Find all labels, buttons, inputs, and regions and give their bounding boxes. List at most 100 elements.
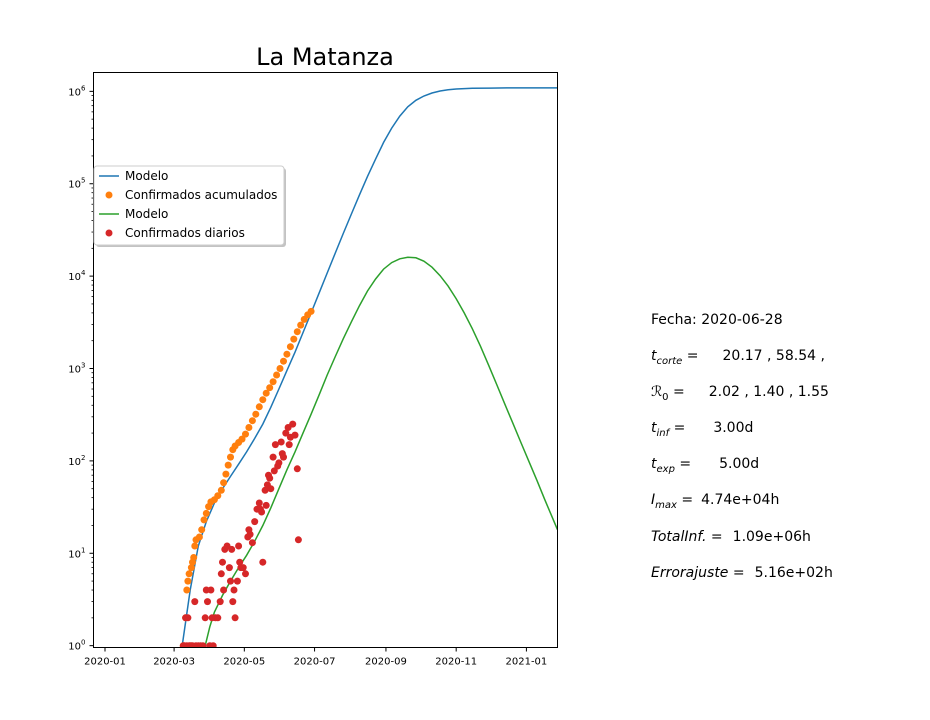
x-axis: 2020-01 2020-03 2020-05 2020-07 2020-09 2020-… (84, 647, 548, 668)
series-3-point (258, 508, 266, 516)
y-tick-label: 104 (68, 269, 86, 283)
series-3-point (266, 474, 274, 482)
series-1-point (252, 410, 260, 418)
series-3-point (220, 586, 228, 594)
legend-label: Modelo (125, 207, 168, 221)
series-3-point (233, 577, 241, 585)
info-t-inf-values: 3.00d (713, 420, 754, 436)
y-tick-label: 102 (68, 454, 85, 468)
series-1-point (255, 403, 263, 411)
series-1-point (290, 335, 298, 343)
legend-dot-marker (105, 229, 113, 237)
info-total-inf: TotalInf. = 1.09e+06h (651, 527, 811, 547)
y-tick-label: 103 (68, 362, 85, 376)
series-1-point (227, 453, 234, 461)
x-tick-label: 2020-09 (365, 657, 407, 668)
series-3-point (229, 598, 237, 606)
info-t-exp-values: 5.00d (719, 456, 760, 472)
series-3-point (219, 558, 226, 566)
series-3-point (251, 518, 259, 526)
y-tick-label: 100 (68, 639, 85, 653)
series-1-point (242, 430, 249, 438)
legend-label: Modelo (125, 169, 168, 183)
series-3-point (293, 465, 301, 473)
series-1-point (276, 365, 284, 372)
info-r0-values: 2.02 , 1.40 , 1.55 (708, 384, 829, 400)
series-3-point (217, 570, 225, 578)
series-3-point (267, 485, 275, 493)
series-1-point (187, 564, 195, 572)
series-3-point (230, 586, 238, 594)
info-fecha: Fecha: 2020-06-28 (651, 310, 783, 330)
series-1-point (200, 516, 208, 524)
series-1-point (185, 570, 193, 578)
x-tick-label: 2020-05 (223, 657, 265, 668)
series-3-point (228, 545, 236, 553)
series-3-point (291, 431, 299, 439)
series-1-point (273, 371, 281, 379)
series-3-point (246, 530, 254, 538)
series-1-point (238, 435, 246, 443)
x-tick-label: 2020-03 (153, 657, 195, 668)
series-1-point (217, 486, 225, 494)
y-tick-label: 106 (68, 84, 86, 98)
series-3-point (270, 467, 278, 475)
series-1-point (266, 384, 274, 392)
series-3-point (236, 558, 244, 566)
x-tick-label: 2020-11 (435, 657, 477, 668)
series-3-point (285, 441, 293, 449)
series-3-point (289, 420, 297, 428)
info-fecha-label: Fecha: (651, 312, 697, 328)
info-total-inf-label: TotalInf. = (651, 529, 723, 545)
info-total-inf-values: 1.09e+06h (732, 529, 811, 545)
info-t-corte: tcorte = 20.17 , 58.54 , (651, 346, 825, 367)
series-1-point (293, 328, 301, 336)
series-1-point (220, 479, 228, 487)
info-i-max: Imax = 4.74e+04h (651, 490, 780, 511)
series-3-point (269, 453, 277, 461)
series-1-point (283, 350, 291, 358)
series-3-point (184, 614, 192, 622)
series-3-point (262, 501, 270, 509)
series-3-point (261, 486, 269, 494)
series-3-point (242, 570, 249, 578)
info-t-exp: texp = 5.00d (651, 454, 760, 475)
series-3-point (199, 642, 207, 648)
series-3-point (259, 558, 267, 566)
series-1-point (245, 424, 253, 431)
series-3-point (282, 429, 290, 437)
info-i-max-values: 4.74e+04h (701, 492, 780, 508)
series-1-point (195, 533, 203, 541)
legend: Modelo Confirmados acumulados Modelo Confir… (93, 165, 286, 247)
legend-box (93, 165, 285, 246)
series-1-point (259, 396, 267, 404)
chart-title: La Matanza (256, 43, 394, 71)
series-3-point (235, 542, 243, 550)
series-3-point (248, 539, 256, 547)
series-3-point (239, 564, 247, 572)
series-1-point (224, 461, 232, 469)
series-3-point (255, 499, 263, 507)
x-tick-label: 2020-07 (294, 657, 336, 668)
info-r0-label: ℛ0 = (651, 384, 685, 403)
legend-dot-marker (105, 191, 113, 199)
series-3-point (277, 438, 285, 446)
series-1-point (307, 307, 315, 315)
series-1-point (280, 357, 287, 365)
legend-label: Confirmados acumulados (125, 188, 277, 202)
x-tick-label: 2021-01 (506, 657, 548, 668)
series-3-point (191, 598, 199, 606)
series-3-point (227, 577, 234, 585)
series-3-point (201, 614, 209, 622)
series-1-point (269, 378, 277, 386)
plot-frame (93, 72, 558, 648)
series-1-point (202, 509, 210, 517)
series-1-point (183, 586, 191, 594)
series-1-point (198, 526, 206, 534)
series-1-point (190, 554, 198, 561)
series-3-point (294, 536, 302, 544)
info-i-max-label: Imax = (651, 492, 694, 511)
series-3-point (275, 459, 283, 467)
series-3-point (214, 614, 222, 622)
